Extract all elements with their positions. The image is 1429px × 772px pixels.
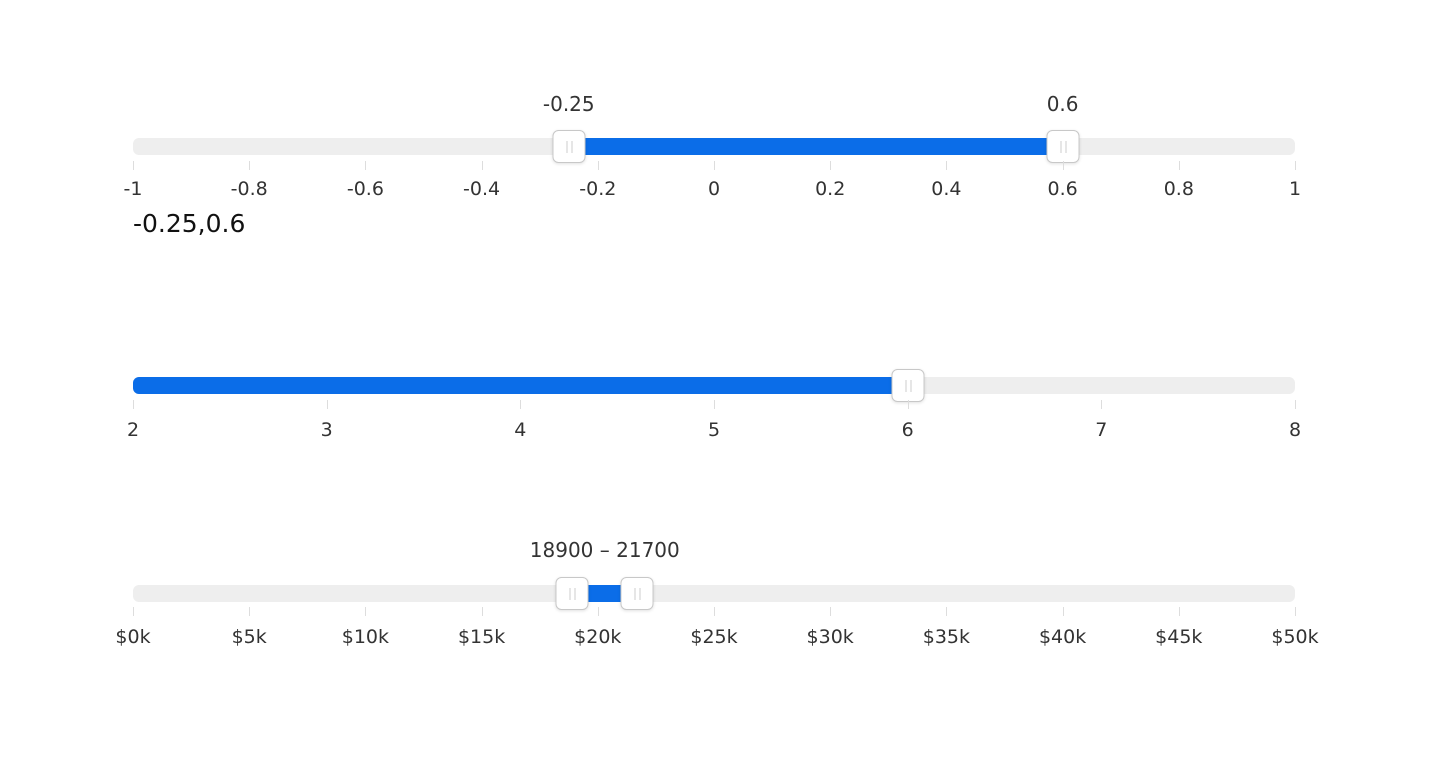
tick-mark [714,607,715,616]
tick-mark [714,161,715,170]
tick-label: $50k [1271,626,1319,648]
tick-mark [1179,161,1180,170]
tick-mark [1063,607,1064,616]
tick-label: $45k [1155,626,1203,648]
tick-mark [249,161,250,170]
tick-label: $25k [690,626,738,648]
slider-track[interactable] [133,377,1295,394]
tick-mark [249,607,250,616]
tick-mark [133,161,134,170]
tick-label: 0.2 [815,178,846,200]
tick-label: $35k [922,626,971,648]
high-value-label: 0.6 [1046,92,1079,116]
tick-mark [830,607,831,616]
tick-label: -1 [123,178,143,200]
tick-mark [327,400,328,409]
tick-mark [1295,161,1296,170]
low-handle[interactable] [555,577,589,610]
tick-label: 3 [320,419,333,441]
tick-mark [133,607,134,616]
tick-mark [1295,400,1296,409]
tick-label: -0.4 [463,178,501,200]
selected-range-fill [133,377,908,394]
tick-label: 2 [126,419,140,441]
selected-values-readout: -0.25,0.6 [133,209,246,238]
tick-label: 0.8 [1163,178,1194,200]
tick-label: -0.2 [579,178,617,200]
tick-mark [365,161,366,170]
tick-label: -0.6 [346,178,384,200]
tick-label: 7 [1095,419,1108,441]
tick-mark [520,400,521,409]
tick-label: 1 [1288,178,1302,200]
tick-label: $30k [806,626,854,648]
tick-label: 4 [514,419,527,441]
low-handle[interactable] [552,130,586,163]
tick-mark [908,400,909,409]
tick-mark [946,161,947,170]
tick-mark [714,400,715,409]
slider-track[interactable] [133,585,1295,602]
value-handle[interactable] [891,369,925,402]
tick-mark [365,607,366,616]
tick-label: 5 [707,419,721,441]
slider-track[interactable] [133,138,1295,155]
tick-mark [598,161,599,170]
tick-label: $20k [574,626,622,648]
tick-mark [946,607,947,616]
range-value-label: 18900 – 21700 [529,538,680,562]
tick-label: 6 [901,419,914,441]
tick-label: $5k [231,626,267,648]
tick-label: $15k [457,626,506,648]
tick-label: 0.4 [931,178,962,200]
high-handle[interactable] [1046,130,1080,163]
tick-mark [482,161,483,170]
tick-label: 0 [707,178,721,200]
tick-label: $10k [341,626,390,648]
low-value-label: -0.25 [542,92,595,116]
tick-label: -0.8 [230,178,268,200]
tick-mark [1295,607,1296,616]
tick-label: $40k [1038,626,1087,648]
selected-range-fill [568,138,1063,155]
tick-label: 8 [1288,419,1302,441]
tick-label: $0k [115,626,151,648]
tick-mark [830,161,831,170]
tick-mark [598,607,599,616]
tick-label: 0.6 [1047,178,1078,200]
tick-mark [1179,607,1180,616]
high-handle[interactable] [620,577,654,610]
tick-mark [482,607,483,616]
tick-mark [1063,161,1064,170]
tick-mark [133,400,134,409]
tick-mark [1101,400,1102,409]
